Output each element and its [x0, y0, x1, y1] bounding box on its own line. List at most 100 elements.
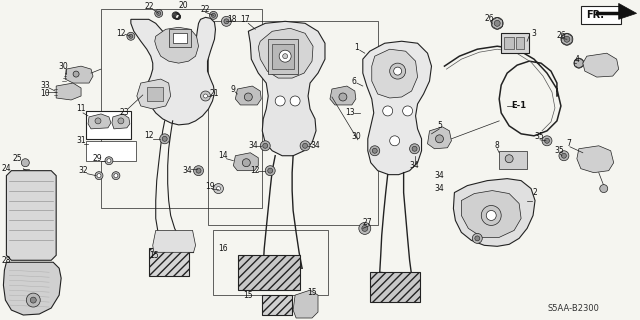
Text: 16: 16: [219, 244, 228, 253]
Circle shape: [574, 58, 584, 68]
Bar: [147, 87, 163, 101]
Text: 35: 35: [534, 132, 544, 141]
Text: 3: 3: [532, 29, 536, 38]
Circle shape: [162, 136, 167, 141]
Circle shape: [472, 233, 483, 243]
Text: 25: 25: [13, 154, 22, 163]
Text: 7: 7: [566, 139, 572, 148]
Bar: [499, 151, 527, 169]
Bar: [268, 39, 298, 74]
Polygon shape: [248, 21, 325, 156]
Circle shape: [95, 118, 101, 124]
Text: 17: 17: [241, 15, 250, 24]
Circle shape: [390, 63, 406, 79]
Circle shape: [216, 187, 220, 191]
Circle shape: [505, 155, 513, 163]
Circle shape: [155, 9, 163, 17]
Text: 33: 33: [40, 81, 50, 90]
Text: 18: 18: [228, 15, 237, 24]
Text: 28: 28: [2, 256, 11, 265]
Text: 8: 8: [495, 141, 500, 150]
Text: 34: 34: [310, 141, 320, 150]
Circle shape: [268, 168, 273, 173]
Circle shape: [211, 13, 216, 17]
Bar: [272, 44, 294, 69]
Circle shape: [545, 138, 550, 143]
Text: 12: 12: [250, 166, 260, 175]
Polygon shape: [293, 290, 318, 318]
Circle shape: [129, 34, 133, 38]
Text: 10: 10: [40, 89, 50, 98]
Circle shape: [193, 166, 204, 176]
Text: 5: 5: [437, 121, 442, 130]
Circle shape: [390, 136, 399, 146]
Bar: [501, 33, 529, 53]
Bar: [86, 141, 136, 161]
Polygon shape: [363, 41, 431, 175]
Circle shape: [73, 71, 79, 77]
Circle shape: [362, 225, 368, 231]
Circle shape: [263, 143, 268, 148]
Circle shape: [564, 36, 570, 42]
Text: 11: 11: [76, 104, 86, 114]
Circle shape: [21, 159, 29, 167]
Circle shape: [260, 141, 270, 151]
Circle shape: [561, 153, 566, 158]
Circle shape: [279, 50, 291, 62]
Text: 15: 15: [307, 288, 317, 297]
Circle shape: [209, 12, 218, 19]
Text: 1: 1: [355, 43, 359, 52]
Text: 30: 30: [351, 132, 361, 141]
Text: FR.: FR.: [586, 10, 604, 20]
Circle shape: [214, 184, 223, 194]
Polygon shape: [330, 86, 356, 105]
Text: S5AA-B2300: S5AA-B2300: [548, 304, 600, 313]
Polygon shape: [453, 179, 535, 246]
Bar: [581, 6, 621, 24]
Text: 14: 14: [219, 151, 228, 160]
Circle shape: [114, 174, 118, 178]
Text: 13: 13: [345, 108, 355, 117]
Bar: [516, 37, 524, 49]
Circle shape: [394, 67, 402, 75]
Polygon shape: [131, 17, 216, 125]
Circle shape: [221, 16, 232, 26]
Circle shape: [196, 168, 201, 173]
Polygon shape: [461, 191, 521, 237]
Circle shape: [475, 236, 480, 241]
Polygon shape: [65, 66, 93, 83]
Circle shape: [542, 136, 552, 146]
Polygon shape: [372, 49, 417, 98]
Bar: [169, 29, 191, 47]
Text: 34: 34: [410, 161, 419, 170]
Bar: [209, 21, 378, 225]
Text: E-1: E-1: [511, 101, 527, 110]
Text: 34: 34: [435, 184, 444, 193]
Circle shape: [303, 143, 308, 148]
Text: 6: 6: [351, 76, 356, 85]
Bar: [173, 33, 187, 43]
Text: 15: 15: [149, 251, 159, 260]
Text: 24: 24: [1, 164, 12, 173]
Circle shape: [383, 106, 393, 116]
Circle shape: [160, 134, 170, 144]
Circle shape: [435, 135, 444, 143]
Circle shape: [200, 91, 211, 101]
Circle shape: [370, 146, 380, 156]
Circle shape: [486, 211, 496, 220]
Polygon shape: [56, 83, 81, 100]
Circle shape: [243, 159, 250, 167]
Circle shape: [224, 19, 229, 24]
Circle shape: [157, 12, 161, 15]
Circle shape: [481, 205, 501, 225]
Circle shape: [275, 96, 285, 106]
Circle shape: [494, 20, 500, 26]
Bar: [370, 272, 420, 302]
Text: 23: 23: [119, 108, 129, 117]
Text: 2: 2: [532, 188, 538, 197]
Bar: [504, 37, 514, 49]
Text: 22: 22: [201, 5, 211, 14]
Bar: [101, 9, 262, 209]
Polygon shape: [583, 53, 619, 77]
Circle shape: [244, 93, 252, 101]
